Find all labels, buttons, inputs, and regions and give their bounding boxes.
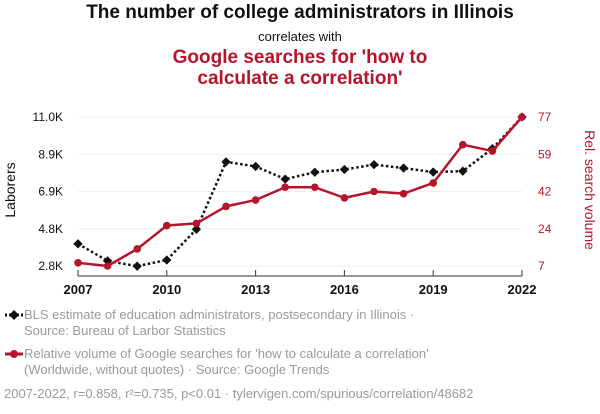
x-tick-label: 2013 bbox=[241, 282, 270, 297]
left-tick-label: 11.0K bbox=[33, 110, 63, 124]
chart-title: The number of college administrators in … bbox=[86, 2, 514, 23]
series1-point bbox=[369, 159, 379, 170]
footer-stats: 2007-2022, r=0.858, r²=0.735, p<0.01 · t… bbox=[4, 386, 474, 401]
legend-marker-dotted-diamond bbox=[5, 310, 23, 320]
right-tick-label: 59 bbox=[538, 147, 552, 161]
left-tick-label: 2.8K bbox=[38, 259, 63, 273]
x-axis: 2007 2010 2013 2016 2019 2022 bbox=[64, 270, 537, 297]
gridlines bbox=[78, 116, 522, 267]
series2-point bbox=[251, 196, 260, 204]
series2-point bbox=[429, 179, 438, 187]
left-tick-label: 4.8K bbox=[38, 222, 63, 236]
series1-point bbox=[398, 163, 409, 173]
series1-point bbox=[428, 167, 438, 177]
series1-point bbox=[339, 164, 350, 175]
series2-point bbox=[399, 189, 408, 198]
series2-point bbox=[340, 194, 349, 202]
right-tick-label: 24 bbox=[538, 222, 552, 236]
legend-marker-solid-circle bbox=[5, 350, 23, 358]
legend-series1-text-line2: Source: Bureau of Larbor Statistics bbox=[24, 323, 226, 338]
series2-point bbox=[459, 140, 467, 149]
right-tick-label: 42 bbox=[538, 185, 552, 199]
x-tick-label: 2010 bbox=[152, 282, 181, 297]
series2-line bbox=[77, 116, 523, 268]
chart-second-title: Google searches for 'how to calculate a … bbox=[0, 47, 600, 89]
legend-series2-text-line2: (Worldwide, without quotes) · Source: Go… bbox=[24, 362, 330, 377]
series2-point bbox=[311, 183, 319, 192]
x-tick-label: 2019 bbox=[419, 282, 448, 297]
second-title-line-2: calculate a correlation' bbox=[197, 68, 403, 89]
series1-point bbox=[191, 224, 202, 234]
left-axis: 2.8K 4.8K 6.9K 8.9K 11.0K bbox=[33, 110, 63, 273]
legend-series2-text-line1: Relative volume of Google searches for '… bbox=[24, 346, 429, 361]
series1-point bbox=[310, 167, 320, 177]
left-tick-label: 6.9K bbox=[38, 185, 63, 199]
series2-point bbox=[133, 245, 141, 253]
series1-point bbox=[280, 174, 290, 184]
series2-point bbox=[370, 187, 378, 196]
legend-series1-text-line1: BLS estimate of education administrators… bbox=[24, 307, 415, 322]
series2-point bbox=[518, 113, 526, 121]
series2-point bbox=[222, 202, 230, 211]
line-chart: 2.8K 4.8K 6.9K 8.9K 11.0K 7 24 42 59 77 2007 2010… bbox=[2, 110, 598, 297]
chart-subtitle: correlates with bbox=[258, 29, 342, 44]
x-tick-label: 2022 bbox=[508, 282, 537, 297]
left-tick-label: 8.9K bbox=[38, 147, 63, 161]
series2-point bbox=[192, 219, 201, 228]
series-group bbox=[73, 112, 527, 271]
x-tick-label: 2007 bbox=[64, 282, 93, 297]
series1-point bbox=[132, 261, 142, 271]
left-axis-label: Laborers bbox=[2, 162, 18, 217]
series1-point bbox=[162, 255, 172, 265]
right-axis-label: Rel. search volume bbox=[582, 130, 598, 250]
right-axis: 7 24 42 59 77 bbox=[538, 110, 552, 273]
second-title-line-1: Google searches for 'how to bbox=[172, 47, 428, 68]
series2-point bbox=[488, 147, 497, 155]
series2-point bbox=[103, 262, 112, 270]
series2-point bbox=[281, 183, 290, 192]
right-tick-label: 77 bbox=[538, 110, 552, 124]
x-tick-label: 2016 bbox=[330, 282, 359, 297]
series2-point bbox=[163, 221, 171, 230]
right-tick-label: 7 bbox=[538, 259, 545, 273]
series1-point bbox=[221, 157, 231, 167]
series1-point bbox=[250, 161, 261, 172]
series1-point bbox=[73, 239, 83, 249]
series2-point bbox=[74, 259, 82, 267]
